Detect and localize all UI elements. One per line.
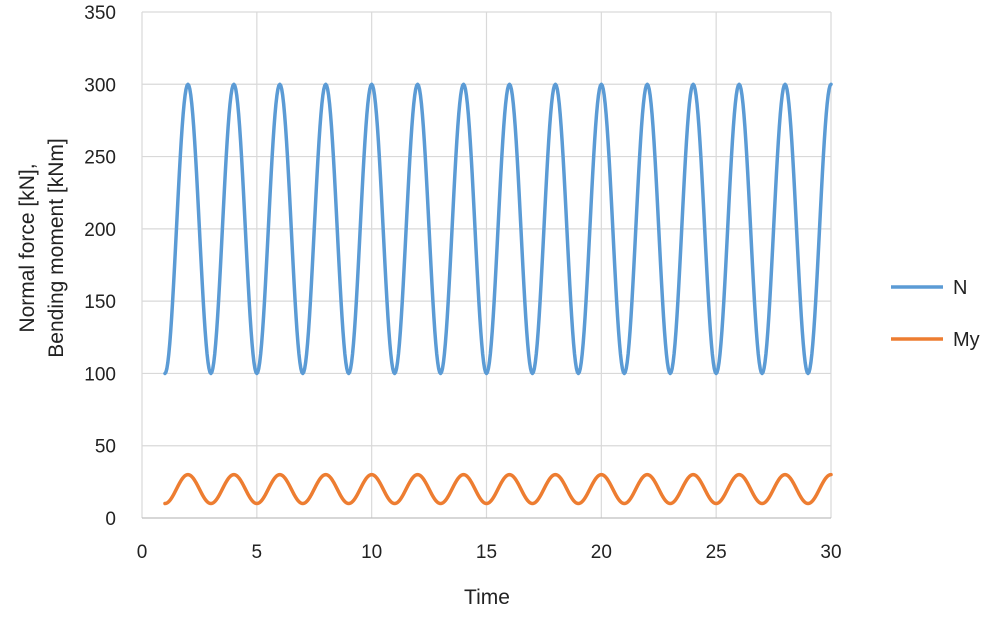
series-point-n-15 xyxy=(508,83,511,86)
series-point-n-14 xyxy=(485,372,488,375)
series-point-my-15 xyxy=(508,473,511,476)
x-tick-label-25: 25 xyxy=(706,542,727,563)
series-point-my-1 xyxy=(186,473,189,476)
y-tick-label-100: 100 xyxy=(84,364,116,385)
series-point-my-13 xyxy=(462,473,465,476)
series-point-my-10 xyxy=(393,502,396,505)
series-point-n-22 xyxy=(669,372,672,375)
series-point-my-29 xyxy=(830,473,833,476)
legend-label-my: My xyxy=(953,329,980,351)
x-gridlines xyxy=(141,12,832,518)
series-point-my-27 xyxy=(784,473,787,476)
series-point-n-9 xyxy=(370,83,373,86)
series-line-n xyxy=(163,82,833,376)
x-tick-label-20: 20 xyxy=(591,542,612,563)
series-point-my-7 xyxy=(324,473,327,476)
series-point-n-24 xyxy=(715,372,718,375)
series-point-n-23 xyxy=(692,83,695,86)
series-point-my-25 xyxy=(738,473,741,476)
series-point-my-2 xyxy=(209,502,212,505)
series-point-my-14 xyxy=(485,502,488,505)
series-point-n-10 xyxy=(393,372,396,375)
series-point-n-26 xyxy=(761,372,764,375)
legend-label-n: N xyxy=(953,277,967,299)
x-tick-label-10: 10 xyxy=(361,542,382,563)
y-tick-label-50: 50 xyxy=(95,437,116,458)
series-point-my-24 xyxy=(715,502,718,505)
series-point-n-28 xyxy=(807,372,810,375)
y-tick-label-300: 300 xyxy=(84,75,116,96)
y-tick-label-200: 200 xyxy=(84,220,116,241)
series-point-n-0 xyxy=(163,372,166,375)
series-point-n-27 xyxy=(784,83,787,86)
series-point-my-22 xyxy=(669,502,672,505)
series-point-n-3 xyxy=(232,83,235,86)
series-point-n-19 xyxy=(600,83,603,86)
series-point-my-16 xyxy=(531,502,534,505)
x-tick-labels: 0 5 10 15 20 25 30 xyxy=(137,542,842,563)
series-point-n-16 xyxy=(531,372,534,375)
y-tick-label-250: 250 xyxy=(84,148,116,169)
y-tick-label-150: 150 xyxy=(84,292,116,313)
series-point-my-3 xyxy=(232,473,235,476)
series-point-n-7 xyxy=(324,83,327,86)
series-line-my xyxy=(163,472,833,506)
series-point-my-18 xyxy=(577,502,580,505)
series-point-n-21 xyxy=(646,83,649,86)
series-point-my-8 xyxy=(347,502,350,505)
series-point-my-9 xyxy=(370,473,373,476)
y-axis-title-line-1: Normal force [kN], xyxy=(16,163,39,332)
y-tick-label-350: 350 xyxy=(84,3,116,24)
series-point-my-21 xyxy=(646,473,649,476)
x-tick-label-30: 30 xyxy=(820,542,841,563)
series-point-my-12 xyxy=(439,502,442,505)
series-point-my-17 xyxy=(554,473,557,476)
series-point-n-25 xyxy=(738,83,741,86)
series-point-n-8 xyxy=(347,372,350,375)
series-point-my-26 xyxy=(761,502,764,505)
y-tick-label-0: 0 xyxy=(105,509,116,530)
series-point-my-11 xyxy=(416,473,419,476)
y-axis-title: Normal force [kN], Bending moment [kNm] xyxy=(16,138,68,357)
x-tick-label-0: 0 xyxy=(137,542,148,563)
series-point-n-5 xyxy=(278,83,281,86)
x-tick-label-5: 5 xyxy=(252,542,263,563)
series-point-my-19 xyxy=(600,473,603,476)
series-point-n-20 xyxy=(623,372,626,375)
series-point-my-0 xyxy=(163,502,166,505)
series-point-n-4 xyxy=(255,372,258,375)
series-point-my-20 xyxy=(623,502,626,505)
series-point-n-13 xyxy=(462,83,465,86)
series-point-my-28 xyxy=(807,502,810,505)
series-point-n-2 xyxy=(209,372,212,375)
series-point-n-29 xyxy=(830,83,833,86)
x-axis-title: Time xyxy=(464,586,510,609)
series-point-n-17 xyxy=(554,83,557,86)
series-point-my-4 xyxy=(255,502,258,505)
y-tick-labels: 0 50 100 150 200 250 300 350 xyxy=(84,3,116,530)
series-point-my-5 xyxy=(278,473,281,476)
y-axis-title-line-2: Bending moment [kNm] xyxy=(45,138,68,357)
series-point-n-6 xyxy=(301,372,304,375)
legend: N My xyxy=(891,277,980,351)
series-point-n-12 xyxy=(439,372,442,375)
series-point-n-1 xyxy=(186,83,189,86)
series-point-n-18 xyxy=(577,372,580,375)
series-point-n-11 xyxy=(416,83,419,86)
series-point-my-23 xyxy=(692,473,695,476)
series-point-my-6 xyxy=(301,502,304,505)
x-tick-label-15: 15 xyxy=(476,542,497,563)
series-layer xyxy=(163,82,833,506)
